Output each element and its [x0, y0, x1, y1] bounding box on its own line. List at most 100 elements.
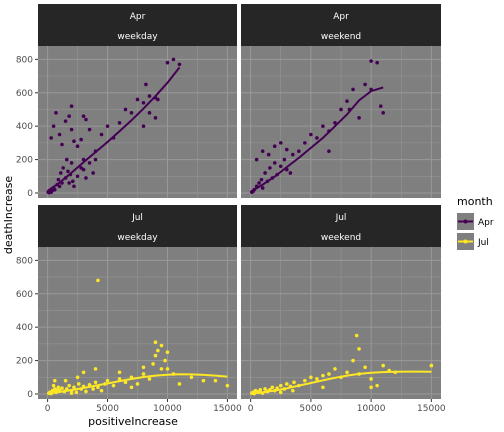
x-axis-title: positiveIncrease: [88, 415, 178, 428]
data-point: [369, 59, 373, 63]
trend-line: [250, 86, 384, 193]
data-point: [369, 385, 373, 390]
data-point: [315, 377, 319, 381]
legend-item-label: Jul: [477, 238, 489, 248]
strip-month-label: Apr: [333, 12, 349, 22]
legend-key-point: [463, 239, 468, 244]
y-tick-label: 600: [16, 89, 33, 99]
data-point: [129, 385, 134, 390]
data-point: [75, 174, 80, 179]
facet-jul-weekend: Jul weekend: [241, 205, 441, 399]
data-point: [135, 382, 140, 386]
data-point: [69, 127, 74, 132]
data-point: [153, 340, 158, 345]
data-point: [105, 124, 110, 128]
data-point: [354, 333, 359, 338]
y-tick-label: 400: [16, 323, 33, 333]
data-point: [333, 121, 337, 125]
data-point: [99, 388, 104, 393]
data-point: [260, 186, 265, 190]
data-point: [254, 157, 259, 162]
y-tick-label: 0: [27, 390, 33, 400]
data-point: [66, 169, 70, 174]
data-point: [91, 387, 95, 391]
facet-strip: [241, 4, 441, 46]
data-point: [369, 377, 373, 381]
y-tick-label: 200: [16, 357, 33, 367]
data-point: [284, 382, 289, 386]
data-point: [51, 124, 56, 128]
data-point: [263, 171, 267, 175]
legend-key-point: [463, 219, 468, 224]
data-point: [51, 383, 56, 388]
data-point: [263, 387, 267, 391]
data-point: [357, 347, 361, 351]
x-tick-label: 15000: [417, 404, 446, 414]
data-point: [74, 390, 79, 395]
data-point: [171, 57, 176, 62]
data-point: [321, 385, 325, 390]
legend-keys: Apr Jul: [457, 213, 494, 250]
data-point: [117, 121, 122, 125]
data-point: [257, 181, 261, 185]
x-tick-label: 0: [45, 404, 51, 414]
data-point: [69, 391, 74, 395]
data-point: [147, 94, 152, 98]
data-point: [272, 144, 277, 149]
y-tick-label: 400: [16, 122, 33, 132]
data-point: [96, 278, 100, 283]
data-point: [351, 358, 355, 363]
facet-apr-weekday: Apr weekday: [38, 4, 237, 198]
data-point: [165, 60, 170, 65]
y-tick-label: 600: [16, 290, 33, 300]
data-point: [165, 350, 170, 355]
data-point: [345, 370, 349, 375]
data-point: [297, 149, 301, 154]
data-point: [81, 114, 86, 118]
data-point: [81, 167, 86, 172]
data-point: [117, 377, 122, 381]
data-point: [429, 363, 434, 368]
data-point: [84, 176, 88, 180]
x-tick-label: 0: [248, 404, 254, 414]
data-point: [151, 362, 155, 366]
data-point: [363, 365, 367, 370]
data-point: [309, 375, 313, 380]
data-point: [81, 370, 86, 375]
x-tick-label: 5000: [96, 404, 119, 414]
data-point: [291, 152, 295, 157]
data-point: [284, 147, 289, 152]
strip-daytype-label: weekend: [321, 233, 361, 243]
data-point: [381, 111, 385, 115]
legend-title: month: [457, 195, 493, 208]
strip-month-label: Jul: [131, 213, 143, 223]
data-point: [93, 367, 98, 371]
data-point: [270, 385, 275, 390]
y-tick-label: 0: [27, 189, 33, 199]
data-point: [156, 348, 160, 353]
data-point: [278, 164, 283, 169]
data-point: [327, 149, 331, 154]
data-point: [56, 177, 61, 182]
data-point: [189, 375, 194, 380]
data-point: [147, 377, 152, 381]
data-point: [56, 385, 61, 390]
data-point: [67, 181, 71, 185]
data-point: [303, 141, 307, 145]
data-point: [378, 104, 383, 108]
data-point: [282, 157, 287, 162]
y-axis-title: deathIncrease: [2, 176, 15, 255]
data-point: [75, 375, 80, 380]
data-point: [357, 116, 361, 120]
strip-month-label: Apr: [130, 12, 146, 22]
data-point: [72, 385, 76, 390]
data-point: [177, 62, 182, 67]
trend-line: [250, 370, 432, 395]
facet-strip: [38, 205, 237, 247]
data-point: [69, 161, 74, 165]
data-point: [87, 127, 92, 132]
data-point: [258, 388, 263, 392]
y-tick-label: 800: [16, 256, 33, 266]
data-point: [58, 171, 63, 175]
legend-item-apr: Apr: [457, 213, 494, 230]
